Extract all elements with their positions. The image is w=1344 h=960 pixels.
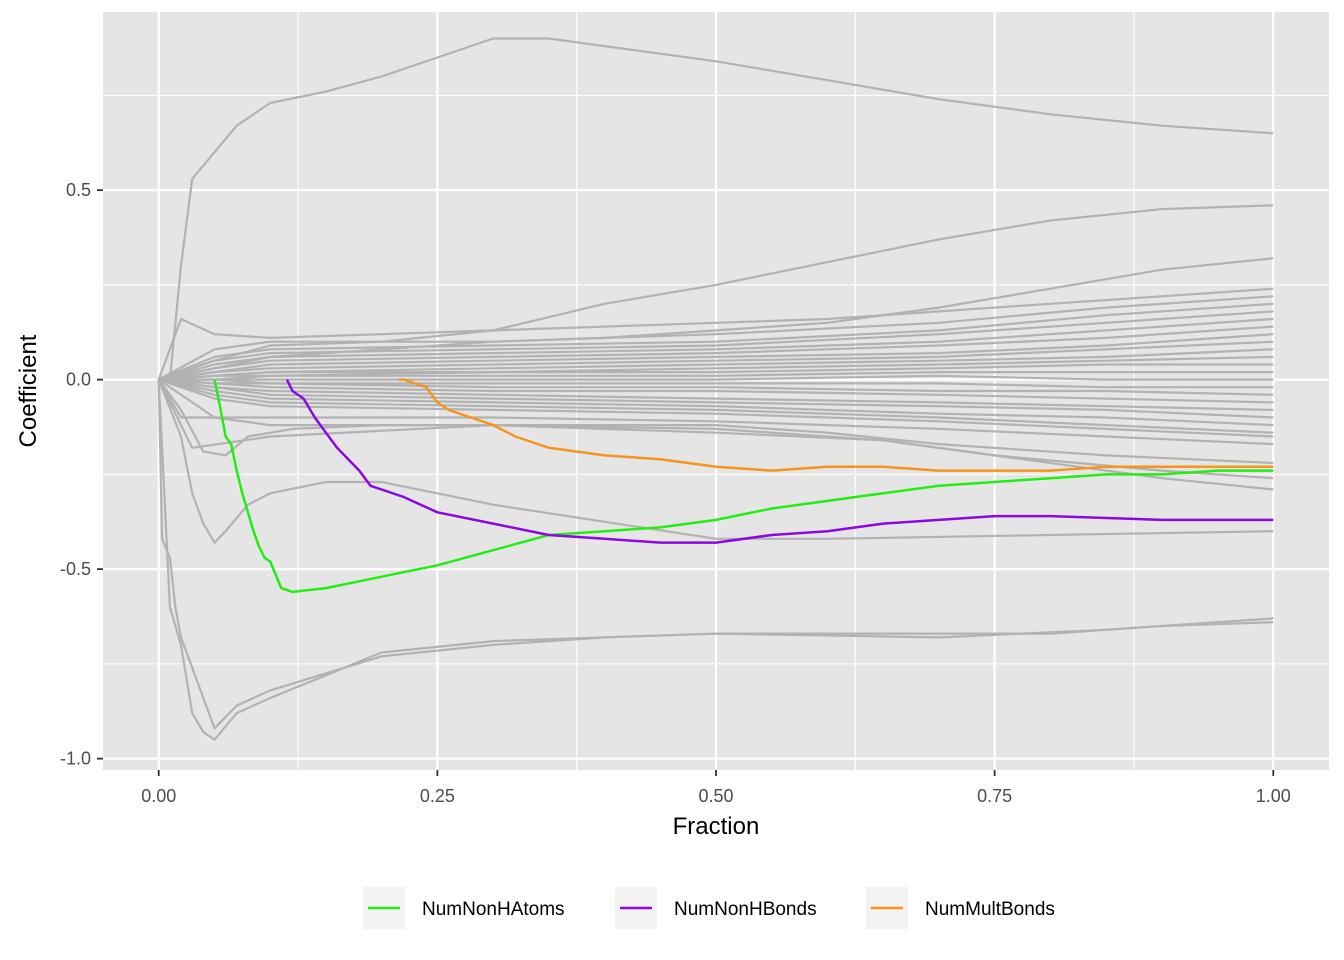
background-series-line [158, 325, 1274, 381]
background-series-line [158, 302, 1274, 381]
background-series-line [158, 378, 1274, 419]
background-series-line [158, 378, 1274, 480]
background-series-line [157, 379, 1274, 446]
background-series-line [158, 378, 1274, 427]
y-tick-label: -0.5 [60, 559, 91, 579]
background-series-group [157, 37, 1274, 741]
x-tick-label: 0.00 [141, 786, 176, 806]
series-line-nummultbonds [398, 378, 1274, 472]
x-tick-label: 0.50 [698, 786, 733, 806]
legend-label: NumMultBonds [925, 899, 1055, 920]
y-axis-ticks: -1.0 -0.5 0.0 0.5 [60, 180, 103, 769]
background-series-line [158, 204, 1274, 381]
background-series-line [157, 379, 1274, 465]
legend-item-nummultbonds: NumMultBonds [866, 887, 1055, 929]
background-series-line [157, 287, 1274, 380]
x-tick-label: 0.75 [977, 786, 1012, 806]
background-series-line [158, 378, 1274, 434]
series-line-numnonhbonds [285, 379, 1274, 544]
y-axis-title: Coefficient [15, 334, 42, 447]
x-tick-label: 0.25 [420, 786, 455, 806]
background-series-line [158, 295, 1274, 381]
legend-item-numnonhatoms: NumNonHAtoms [363, 887, 565, 929]
background-series-line [158, 37, 1274, 381]
y-tick-label: 0.5 [66, 180, 91, 200]
background-series-line [158, 310, 1274, 381]
background-series-line [157, 378, 1274, 491]
background-series-line [157, 379, 1274, 741]
background-series-line [158, 363, 1274, 381]
series-line-numnonhatoms [213, 379, 1274, 594]
background-series-line [158, 378, 1274, 438]
y-tick-label: 0.0 [66, 370, 91, 390]
legend: NumNonHAtoms NumNonHBonds NumMultBonds [363, 887, 1055, 929]
x-axis-ticks: 0.00 0.25 0.50 0.75 1.00 [141, 770, 1291, 806]
legend-label: NumNonHBonds [674, 899, 817, 920]
legend-label: NumNonHAtoms [422, 899, 565, 920]
legend-item-numnonhbonds: NumNonHBonds [615, 887, 817, 929]
y-tick-label: -1.0 [60, 749, 91, 769]
highlighted-series-group [213, 378, 1274, 594]
background-series-line [158, 378, 1274, 404]
x-tick-label: 1.00 [1256, 786, 1291, 806]
background-series-line [157, 379, 1274, 730]
x-axis-title: Fraction [673, 813, 760, 840]
background-series-line [158, 317, 1274, 381]
background-series-line [158, 378, 1274, 389]
background-series-line [157, 379, 1274, 544]
background-series-line [158, 340, 1274, 381]
